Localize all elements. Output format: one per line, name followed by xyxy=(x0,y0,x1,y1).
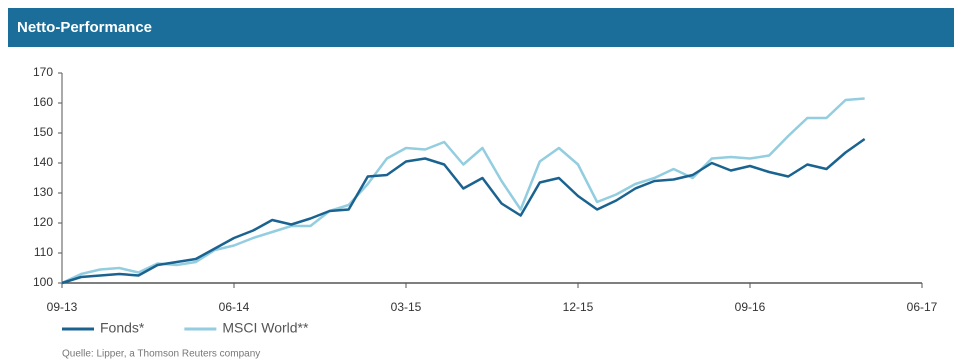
y-tick-label: 120 xyxy=(33,215,53,229)
x-tick-label: 03-15 xyxy=(391,300,422,314)
y-tick-label: 150 xyxy=(33,125,53,139)
y-tick-label: 140 xyxy=(33,155,53,169)
x-tick-label: 06-14 xyxy=(219,300,250,314)
x-tick-label: 09-16 xyxy=(735,300,766,314)
x-tick-label: 09-13 xyxy=(47,300,78,314)
series-line xyxy=(61,137,866,285)
x-tick-label: 12-15 xyxy=(563,300,594,314)
legend-label: MSCI World** xyxy=(222,320,309,336)
series-line xyxy=(61,97,865,285)
y-tick-label: 110 xyxy=(34,245,53,259)
x-tick-label: 06-17 xyxy=(907,300,938,314)
source: Quelle: Lipper, a Thomson Reuters compan… xyxy=(62,349,260,360)
header: Netto-Performance xyxy=(8,8,954,47)
y-tick-label: 100 xyxy=(33,275,53,289)
y-tick-label: 160 xyxy=(33,95,53,109)
y-tick-label: 170 xyxy=(33,65,53,79)
legend-label: Fonds* xyxy=(100,320,145,336)
y-tick-label: 130 xyxy=(33,185,53,199)
